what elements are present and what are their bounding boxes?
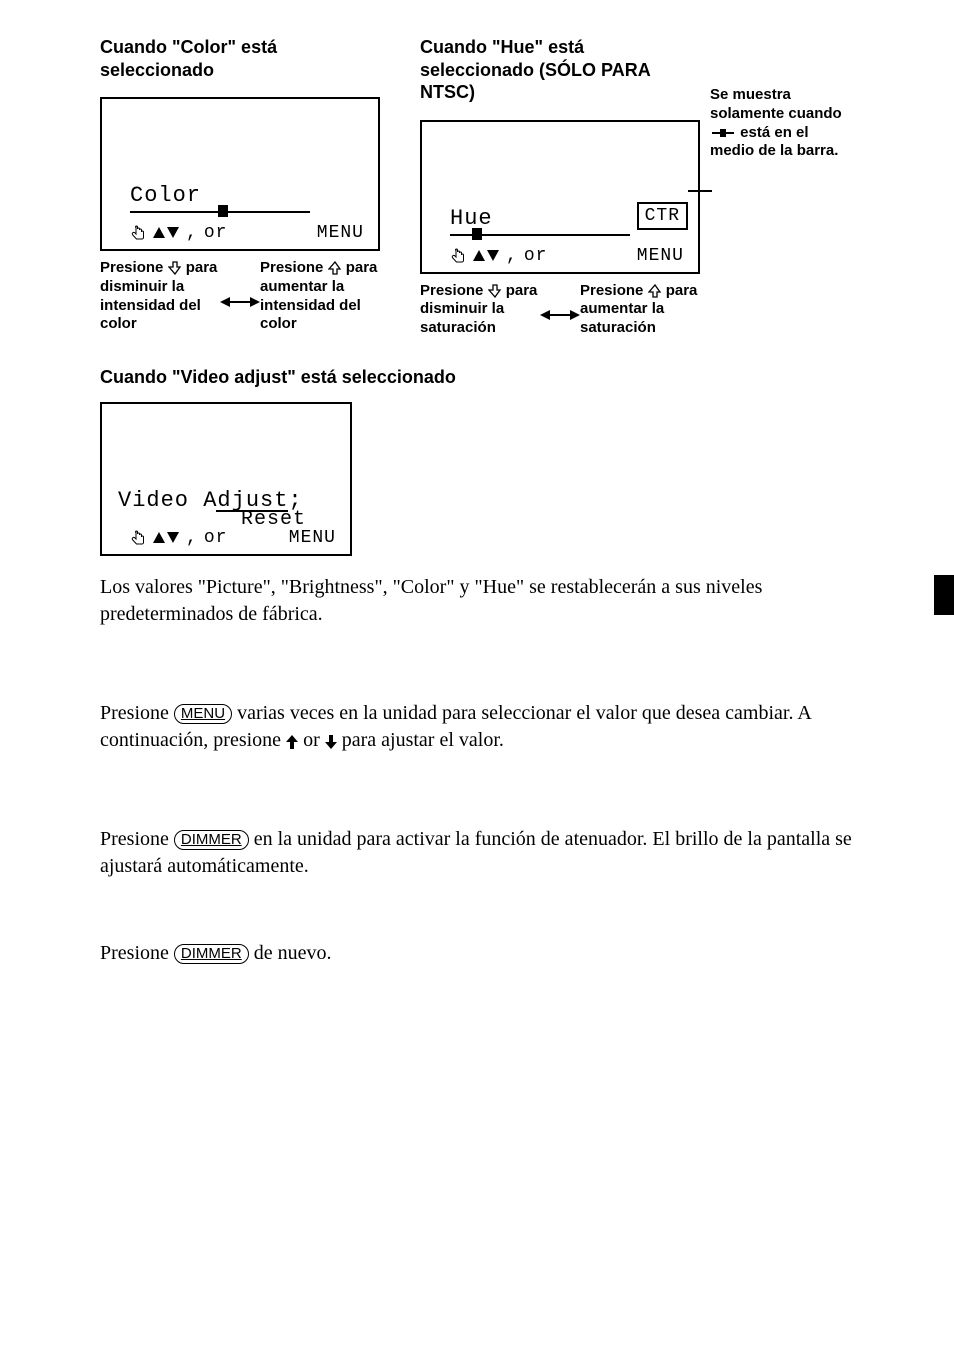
lcd-menu-hue: MENU bbox=[637, 246, 684, 266]
lcd-hue: Hue CTR , or MENU bbox=[420, 120, 700, 274]
hand-icon bbox=[450, 248, 466, 264]
arrow-up-outline-icon bbox=[328, 261, 342, 275]
page-thumb-tab bbox=[934, 575, 954, 615]
pill-menu-button: MENU bbox=[174, 704, 232, 724]
side-note-hue: Se muestra solamente cuando está en el m… bbox=[710, 86, 850, 161]
lcd-ctr-hue: CTR bbox=[637, 202, 688, 230]
lcd-video-adjust: Video Adjust; Reset , or MENU bbox=[100, 402, 352, 556]
bar-marker-icon bbox=[712, 128, 734, 138]
title-color: Cuando "Color" está seleccionado bbox=[100, 36, 380, 81]
pill-dimmer-button: DIMMER bbox=[174, 830, 249, 850]
updown-triangles-icon bbox=[152, 531, 180, 545]
ctr-connector-line bbox=[688, 190, 712, 192]
lcd-marker-hue bbox=[472, 228, 482, 240]
paragraph-reset: Los valores "Picture", "Brightness", "Co… bbox=[100, 574, 894, 628]
arrow-up-outline-icon bbox=[648, 284, 662, 298]
caption-color-left: Presione para disminuir la intensidad de… bbox=[100, 259, 220, 334]
updown-triangles-icon bbox=[472, 249, 500, 263]
lcd-color: Color , or MENU bbox=[100, 97, 380, 251]
hint-or-hue: or bbox=[524, 246, 548, 266]
lcd-menu-va: MENU bbox=[289, 528, 336, 548]
p-menu-a: Presione bbox=[100, 702, 174, 724]
p-dim2-a: Presione bbox=[100, 942, 174, 964]
double-arrow-icon bbox=[220, 259, 260, 334]
caption-hue-left: Presione para disminuir la saturación bbox=[420, 282, 540, 338]
section-color: Cuando "Color" está seleccionado Color ,… bbox=[100, 36, 380, 338]
p-menu-c: or bbox=[303, 729, 325, 751]
section-video-adjust: Cuando "Video adjust" está seleccionado … bbox=[100, 366, 894, 557]
hint-or-color: or bbox=[204, 223, 228, 243]
paragraph-dimmer2: Presione DIMMER de nuevo. bbox=[100, 940, 894, 967]
comma: , bbox=[506, 246, 518, 266]
hint-or-va: or bbox=[204, 528, 228, 548]
double-arrow-icon bbox=[540, 282, 580, 338]
arrow-up-solid-icon bbox=[286, 735, 298, 749]
captions-color: Presione para disminuir la intensidad de… bbox=[100, 259, 380, 334]
arrow-down-outline-icon bbox=[488, 284, 502, 298]
lcd-menu-color: MENU bbox=[317, 223, 364, 243]
caption-color-right: Presione para aumentar la intensidad del… bbox=[260, 259, 380, 334]
lcd-marker-color bbox=[218, 205, 228, 217]
side-note-a: Se muestra solamente cuando bbox=[710, 86, 842, 122]
caption-hue-right: Presione para aumentar la saturación bbox=[580, 282, 700, 338]
p-dim2-b: de nuevo. bbox=[254, 942, 332, 964]
row-color-hue: Cuando "Color" está seleccionado Color ,… bbox=[100, 36, 894, 338]
comma: , bbox=[186, 223, 198, 243]
p-dim1-a: Presione bbox=[100, 828, 174, 850]
lcd-hint-va: , or bbox=[130, 528, 227, 548]
lcd-hint-color: , or bbox=[130, 223, 227, 243]
paragraph-dimmer1: Presione DIMMER en la unidad para activa… bbox=[100, 826, 894, 880]
comma: , bbox=[186, 528, 198, 548]
lcd-hint-hue: , or bbox=[450, 246, 547, 266]
p-menu-d: para ajustar el valor. bbox=[342, 729, 504, 751]
hand-icon bbox=[130, 530, 146, 546]
paragraph-menu: Presione MENU varias veces en la unidad … bbox=[100, 700, 894, 754]
updown-triangles-icon bbox=[152, 226, 180, 240]
pill-dimmer-button-2: DIMMER bbox=[174, 944, 249, 964]
arrow-down-solid-icon bbox=[325, 735, 337, 749]
hand-icon bbox=[130, 225, 146, 241]
title-video-adjust: Cuando "Video adjust" está seleccionado bbox=[100, 366, 894, 389]
section-hue: Cuando "Hue" está seleccionado (SÓLO PAR… bbox=[420, 36, 700, 338]
arrow-down-outline-icon bbox=[168, 261, 182, 275]
captions-hue: Presione para disminuir la saturación Pr… bbox=[420, 282, 700, 338]
title-hue: Cuando "Hue" está seleccionado (SÓLO PAR… bbox=[420, 36, 700, 104]
lcd-label-color: Color bbox=[130, 183, 201, 208]
